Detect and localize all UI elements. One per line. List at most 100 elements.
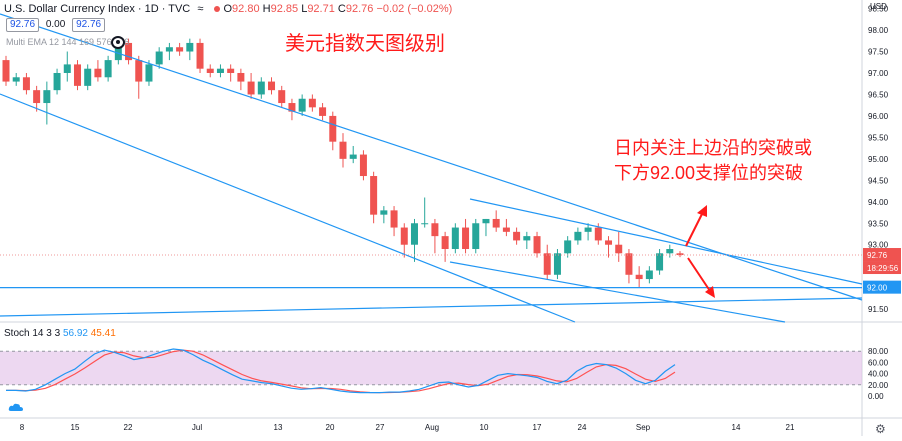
time-axis-label: 10 [480,423,489,432]
candle-body [196,42,204,69]
stoch-axis-label: 20.00 [868,381,889,390]
candle-body [594,227,602,241]
candle-body [12,77,20,82]
candle-body [564,240,572,254]
annotation-title[interactable]: 美元指数天图级别 [285,33,445,55]
inner-lower-line [449,261,786,323]
candle-body [22,77,30,91]
candle-body [329,115,337,142]
candle-body [278,90,286,104]
current-price-tag: 92.76 [867,251,888,260]
time-axis-label: 21 [786,423,795,432]
candle-body [247,81,255,95]
ask-button[interactable]: 92.76 [72,18,106,32]
candle-body [462,227,470,250]
candle-body [380,210,388,215]
rising-support-line [0,297,863,317]
stoch-axis-label: 60.00 [868,358,889,367]
candle-body [656,253,664,271]
quote-row: 92.76 0.00 92.76 [6,18,106,32]
change-value: −0.02 (−0.02%) [376,3,453,15]
candle-body [114,42,122,61]
candle-body [666,249,674,254]
price-axis-label: 98.50 [868,5,889,14]
candle-body [421,223,429,225]
candle-body [625,253,633,275]
countdown-tag: 18:29:56 [867,264,899,273]
candle-body [94,68,102,78]
candle-body [523,236,531,241]
market-status-icon [214,6,221,13]
time-axis-label: 14 [732,423,741,432]
up-arrow-head [697,205,707,217]
candle-body [308,98,316,108]
time-axis-label: 27 [376,423,385,432]
candle-body [410,223,418,245]
candle-body [339,141,347,159]
stoch-d-value: 45.41 [90,328,116,339]
candle-body [359,154,367,177]
candle-body [257,81,265,95]
candle-body [125,42,133,61]
candle-body [349,154,357,159]
l-label: L [301,3,308,15]
close-value: 92.76 [345,3,374,15]
stoch-k-line [6,348,676,394]
price-axis-label: 97.00 [868,69,889,78]
stoch-axis-label: 40.00 [868,370,889,379]
candle-body [605,240,613,245]
price-axis-label: 96.50 [868,90,889,99]
candle-body [206,68,214,73]
inner-upper-line [469,198,863,285]
candle-body [513,231,521,241]
candle-body [237,72,245,82]
lower-channel-line [0,93,576,323]
candle-body [400,227,408,245]
wave-icon: ≈ [197,3,204,15]
candle-body [268,81,276,91]
time-axis-label: 15 [71,423,80,432]
stoch-band [0,351,862,385]
annotation-note[interactable]: 日内关注上边沿的突破或 下方92.00支撑位的突破 [614,136,812,186]
candle-body [186,42,194,52]
price-axis-label: 95.50 [868,133,889,142]
eye-icon[interactable] [111,36,125,49]
c-label: C [337,3,346,15]
price-axis-label: 93.00 [868,241,889,250]
symbol-title[interactable]: U.S. Dollar Currency Index · 1D · TVC [4,3,191,15]
candle-body [431,223,439,237]
time-axis-label: Sep [636,423,651,432]
candle-body [615,244,623,254]
stoch-axis-label: 0.00 [868,392,884,401]
candle-body [84,68,92,86]
stoch-legend[interactable]: Stoch 14 3 3 56.92 45.41 [4,328,116,339]
time-axis-label: 22 [124,423,133,432]
candle-body [33,90,41,104]
gear-icon[interactable]: ⚙ [875,422,886,436]
current-price-tag-bg [863,248,901,262]
price-axis-label: 94.00 [868,198,889,207]
candle-body [492,218,500,228]
candle-body [176,47,184,52]
price-axis-label: 97.50 [868,48,889,57]
candle-body [482,218,490,224]
candle-body [43,90,51,104]
indicator-legend[interactable]: Multi EMA 12 144 169 576 676 [6,37,130,47]
candle-body [543,253,551,275]
spread-value: 0.00 [45,19,66,30]
o-label: O [223,3,233,15]
candle-body [145,64,153,82]
candle-body [216,68,224,73]
time-axis-label: 20 [326,423,335,432]
tradingview-cloud-icon[interactable] [8,402,24,412]
stoch-axis-label: 80.00 [868,347,889,356]
up-arrow-shaft [685,211,704,247]
candle-body [288,103,296,112]
time-axis-label: 8 [20,423,25,432]
candle-body [533,236,541,254]
bid-button[interactable]: 92.76 [6,18,40,32]
price-axis-label: 95.00 [868,155,889,164]
candle-body [165,47,173,52]
